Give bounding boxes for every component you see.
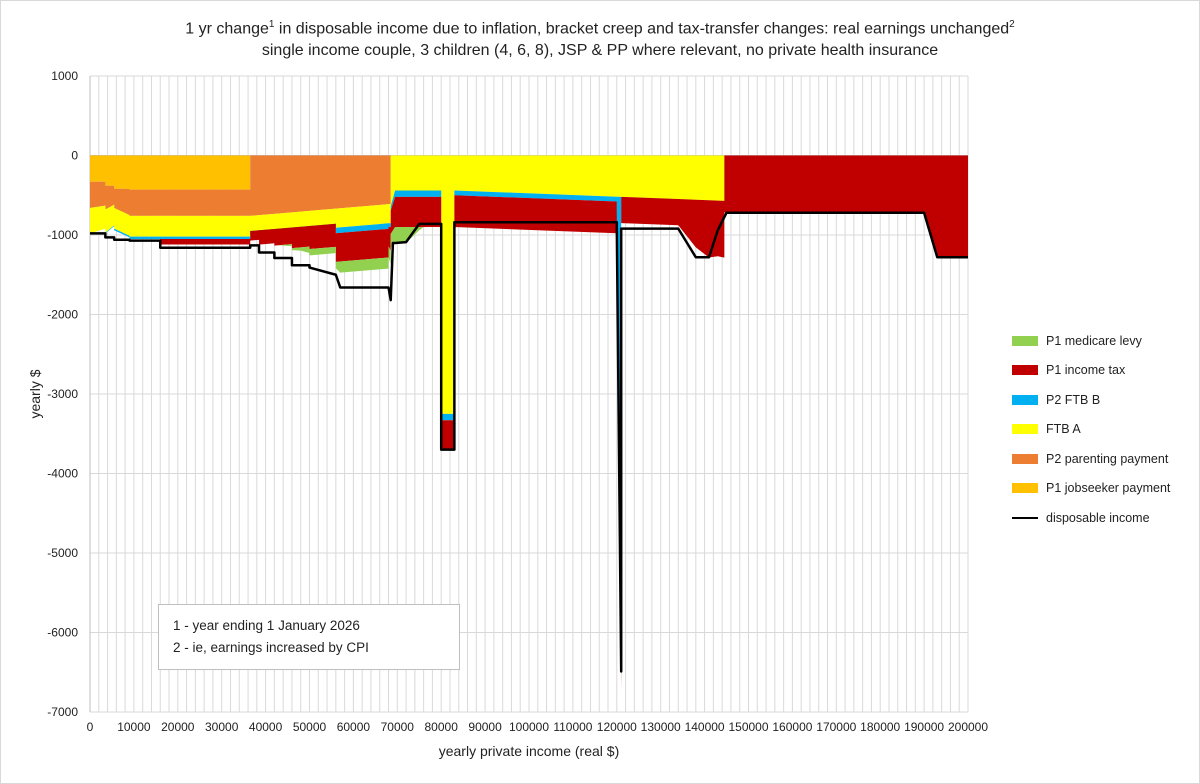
note-1: 1 - year ending 1 January 2026 <box>173 618 360 633</box>
y-tick-label: -4000 <box>47 467 78 481</box>
x-tick-label: 190000 <box>904 720 944 734</box>
disposable-income-line <box>90 211 968 673</box>
legend-swatch <box>1012 365 1038 376</box>
area-parenting <box>90 155 968 216</box>
x-tick-label: 50000 <box>293 720 327 734</box>
legend-label: P2 parenting payment <box>1046 451 1169 466</box>
x-tick-label: 60000 <box>337 720 371 734</box>
y-axis-title: yearly $ <box>27 369 43 418</box>
legend-label: P2 FTB B <box>1046 392 1101 407</box>
legend-swatch <box>1012 424 1038 435</box>
x-tick-label: 40000 <box>249 720 283 734</box>
legend-label: FTB A <box>1046 422 1081 437</box>
legend-item-medicare: P1 medicare levy <box>1012 326 1192 356</box>
x-tick-label: 150000 <box>728 720 768 734</box>
x-tick-label: 110000 <box>553 720 592 734</box>
y-tick-label: -3000 <box>47 387 78 401</box>
legend-label: P1 income tax <box>1046 363 1126 378</box>
legend-item-ftb-a: FTB A <box>1012 415 1192 445</box>
y-tick-labels: 1000 0 -1000 -2000 -3000 -4000 -5000 -6000 -7000 <box>47 69 78 719</box>
notes-box: 1 - year ending 1 January 2026 2 - ie, e… <box>158 604 460 670</box>
x-tick-label: 0 <box>87 720 94 734</box>
y-tick-label: -6000 <box>47 626 78 640</box>
x-tick-label: 30000 <box>205 720 239 734</box>
legend-swatch <box>1012 516 1038 519</box>
x-tick-label: 160000 <box>772 720 812 734</box>
legend-label: disposable income <box>1046 510 1150 525</box>
area-income-tax <box>90 155 968 690</box>
x-tick-label: 70000 <box>381 720 415 734</box>
legend: P1 medicare levy P1 income tax P2 FTB B FTB… <box>1012 326 1192 533</box>
x-tick-label: 80000 <box>425 720 459 734</box>
legend-swatch <box>1012 453 1038 464</box>
y-tick-label: 0 <box>71 149 78 163</box>
legend-item-disposable: disposable income <box>1012 503 1192 533</box>
chart-title-line-2: single income couple, 3 children (4, 6, … <box>261 42 939 60</box>
x-tick-label: 140000 <box>685 720 725 734</box>
x-tick-label: 90000 <box>468 720 502 734</box>
legend-label: P1 jobseeker payment <box>1046 481 1171 496</box>
x-tick-label: 130000 <box>641 720 681 734</box>
legend-item-jobseeker: P1 jobseeker payment <box>1012 474 1192 504</box>
area-ftb-a <box>90 155 968 414</box>
x-tick-labels: 0 10000 20000 30000 40000 50000 60000 70000 8000… <box>87 720 989 734</box>
x-tick-label: 180000 <box>860 720 900 734</box>
chart-title-line-1: 1 yr change1 in disposable income due to… <box>185 19 1015 38</box>
x-tick-label: 100000 <box>509 720 549 734</box>
stacked-areas <box>90 155 968 690</box>
x-tick-label: 200000 <box>948 720 988 734</box>
area-jobseeker <box>90 155 968 190</box>
x-tick-label: 170000 <box>816 720 856 734</box>
y-tick-label: -7000 <box>47 705 78 719</box>
x-tick-label: 20000 <box>161 720 195 734</box>
legend-swatch <box>1012 394 1038 405</box>
x-axis-title: yearly private income (real $) <box>439 743 620 759</box>
y-tick-label: -2000 <box>47 308 78 322</box>
legend-item-ftb-b: P2 FTB B <box>1012 385 1192 415</box>
legend-item-income-tax: P1 income tax <box>1012 356 1192 386</box>
legend-swatch <box>1012 335 1038 346</box>
y-tick-label: -5000 <box>47 546 78 560</box>
legend-label: P1 medicare levy <box>1046 333 1142 348</box>
chart-title: 1 yr change1 in disposable income due to… <box>100 14 1100 62</box>
y-tick-label: 1000 <box>51 69 78 83</box>
disposable-income-path <box>90 211 968 673</box>
x-tick-label: 10000 <box>117 720 151 734</box>
legend-swatch <box>1012 483 1038 494</box>
x-tick-label: 120000 <box>597 720 637 734</box>
y-tick-label: -1000 <box>47 228 78 242</box>
legend-item-parenting: P2 parenting payment <box>1012 444 1192 474</box>
note-2: 2 - ie, earnings increased by CPI <box>173 640 369 655</box>
